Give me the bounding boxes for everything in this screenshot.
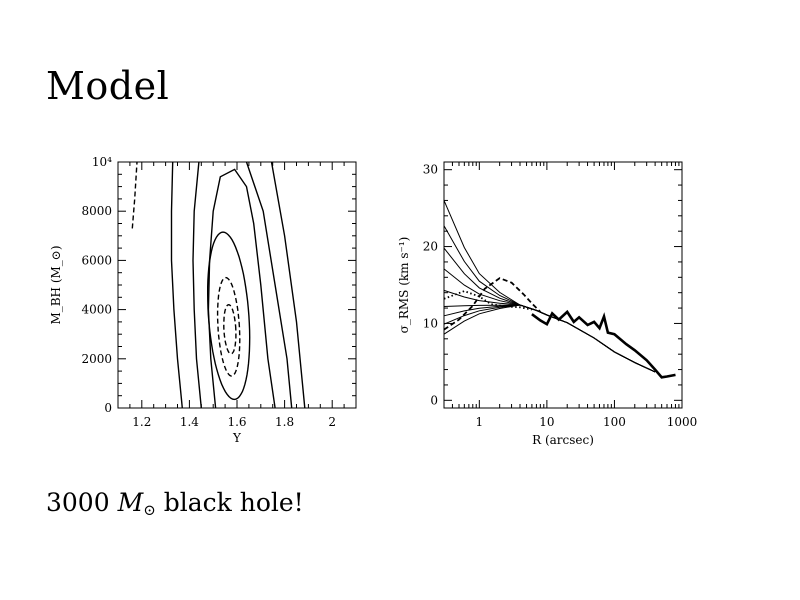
model-curve	[443, 225, 656, 373]
contour-x-label: Υ	[232, 431, 242, 445]
x-tick-label: 10	[539, 415, 554, 429]
caption-suffix: black hole!	[163, 488, 304, 517]
caption-mass-value: 3000	[46, 488, 110, 517]
dispersion-y-label: σ_RMS (km s⁻¹)	[397, 237, 411, 334]
dispersion-chart-frame	[443, 161, 683, 409]
caption-mass-symbol: M	[117, 488, 144, 517]
y-tick-label: 0	[104, 401, 112, 415]
contour-line	[131, 161, 138, 229]
slide-title: Model	[46, 64, 170, 108]
y-tick-label: 6000	[81, 253, 112, 267]
dispersion-x-label: R (arcsec)	[532, 433, 594, 447]
x-tick-label: 1.8	[275, 415, 294, 429]
slide-caption: 3000 M⊙ black hole!	[46, 488, 304, 519]
observed-curve	[443, 290, 533, 311]
contour-line	[216, 276, 241, 377]
y-tick-label: 20	[423, 240, 438, 254]
dispersion-chart-ticks: 1 10 100 1000 0 10 20 30	[423, 162, 698, 429]
contour-line	[192, 161, 202, 409]
x-tick-label: 100	[603, 415, 626, 429]
observed-curve	[531, 309, 676, 379]
y-tick-label: 30	[423, 163, 438, 177]
contour-line	[170, 161, 183, 409]
contour-chart: 1.2 1.4 1.6 1.8 2 0 2000 4000 6000 8000 10⁴ Υ M_BH…	[49, 155, 357, 445]
y-tick-label: 8000	[81, 204, 112, 218]
contour-chart-frame	[117, 161, 357, 409]
dispersion-chart: 1 10 100 1000 0 10 20 30 R (arcsec) σ_RMS (km s…	[397, 161, 698, 447]
y-tick-label: 10⁴	[92, 155, 112, 169]
caption-sun-symbol: ⊙	[143, 501, 156, 519]
y-tick-label: 0	[430, 393, 438, 407]
model-curve	[443, 304, 656, 373]
x-tick-label: 1.4	[180, 415, 199, 429]
x-tick-label: 1	[476, 415, 484, 429]
x-tick-label: 2	[328, 415, 336, 429]
model-curve	[443, 200, 656, 373]
dispersion-curves	[443, 200, 676, 379]
contour-line	[270, 161, 306, 409]
x-tick-label: 1.6	[227, 415, 246, 429]
y-tick-label: 10	[423, 316, 438, 330]
observed-curve	[443, 277, 541, 331]
x-tick-label: 1.2	[132, 415, 151, 429]
contour-line	[245, 161, 293, 409]
contour-lines	[131, 161, 306, 409]
x-tick-label: 1000	[667, 415, 698, 429]
contour-line	[223, 303, 237, 355]
contour-y-label: M_BH (M_⊙)	[49, 245, 63, 324]
contour-chart-ticks: 1.2 1.4 1.6 1.8 2 0 2000 4000 6000 8000 10⁴	[81, 155, 357, 429]
y-tick-label: 2000	[81, 352, 112, 366]
y-tick-label: 4000	[81, 303, 112, 317]
contour-line	[207, 168, 276, 409]
